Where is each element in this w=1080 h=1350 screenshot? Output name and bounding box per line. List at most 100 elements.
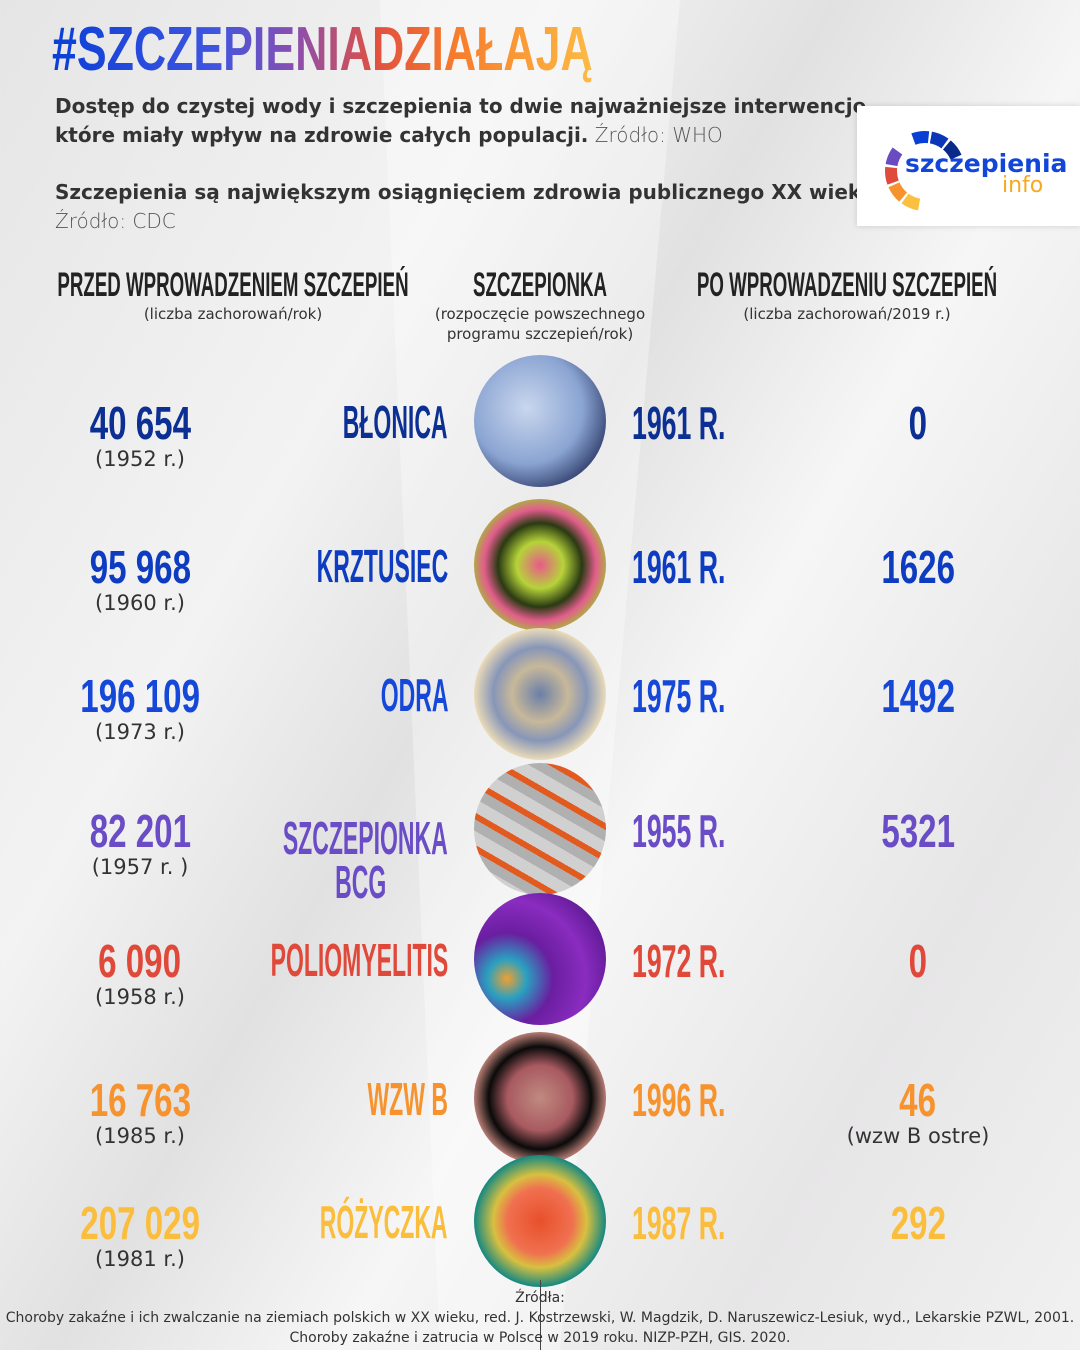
cases-before-value: 40 654 [89, 397, 191, 449]
bacteria-pink-green-image [474, 499, 606, 631]
vaccine-year-value: 1961 R. [632, 397, 726, 449]
logo-segment [885, 147, 903, 167]
cases-after-value: 5321 [881, 805, 955, 857]
source-cdc: Źródło: CDC [55, 209, 176, 233]
cases-after-value: 0 [908, 397, 928, 449]
bacteria-tb-image [474, 763, 606, 895]
logo-word: szczepienia [905, 149, 1068, 178]
cases-after-value: 1626 [881, 541, 955, 593]
cases-before-year: (1981 r.) [95, 1247, 185, 1271]
vaccine-year-value: 1955 R. [632, 805, 726, 857]
logo-word: info [1002, 173, 1044, 198]
cases-before: 82 201 (1957 r. ) [40, 808, 240, 880]
header-subtitle: programu szczepień/rok) [446, 325, 634, 343]
cases-before: 207 029 (1981 r.) [40, 1200, 240, 1272]
cases-after-value: 0 [908, 935, 928, 987]
header-before: PRZED WPROWADZENIEM SZCZEPIEŃ (liczba za… [0, 266, 583, 324]
source-item: Choroby zakaźne i ich zwalczanie na ziem… [5, 1310, 1075, 1326]
cases-before-year: (1958 r.) [95, 985, 185, 1009]
disease-name: BŁONICA [238, 396, 448, 448]
szczepienia-info-logo[interactable]: szczepienia info [857, 106, 1080, 226]
disease-label: WZW B [367, 1073, 448, 1125]
vaccine-year: 1996 R. [632, 1077, 793, 1123]
intro-line: które miały wpływ na zdrowie całych popu… [55, 123, 589, 147]
cases-before: 40 654 (1952 r.) [40, 400, 240, 472]
vaccine-year: 1961 R. [632, 544, 793, 590]
header-title: SZCZEPIONKA [472, 266, 608, 304]
cases-after: 292 [818, 1200, 1018, 1246]
virus-rubella-image [474, 1155, 606, 1287]
cases-before-year: (1973 r.) [95, 720, 185, 744]
disease-name: SZCZEPIONKA BCG [118, 812, 448, 908]
header-after: PO WPROWADZENIU SZCZEPIEŃ (liczba zachor… [497, 266, 1080, 324]
header-subtitle: (rozpoczęcie powszechnego [434, 305, 646, 323]
cases-before-value: 82 201 [89, 805, 191, 857]
vaccine-year-value: 1996 R. [632, 1074, 726, 1126]
cases-before-year: (1957 r. ) [91, 855, 189, 879]
cases-before-value: 95 968 [89, 541, 191, 593]
cases-before-year: (1960 r.) [95, 591, 185, 615]
logo-segment [901, 193, 921, 211]
disease-label: KRZTUSIEC [316, 540, 448, 592]
logo-segment [911, 131, 930, 145]
cases-before-value: 6 090 [98, 935, 182, 987]
sources-label: Źródła: [515, 1290, 565, 1306]
disease-label: POLIOMYELITIS [270, 934, 448, 986]
disease-label: RÓŻYCZKA [320, 1196, 448, 1248]
vaccine-year-value: 1972 R. [632, 935, 726, 987]
cases-before: 16 763 (1985 r.) [40, 1077, 240, 1149]
cases-before-value: 207 029 [80, 1197, 200, 1249]
cases-after-value: 46 [899, 1074, 937, 1126]
vaccine-year: 1955 R. [632, 808, 793, 854]
cases-before-value: 16 763 [89, 1074, 191, 1126]
cases-before-value: 196 109 [80, 670, 200, 722]
disease-label: BŁONICA [343, 396, 448, 448]
vaccine-year-value: 1961 R. [632, 541, 726, 593]
virus-measles-image [474, 628, 606, 760]
header-subtitle: (liczba zachorowań/2019 r.) [743, 305, 951, 323]
disease-name: WZW B [287, 1073, 448, 1125]
source-item: Choroby zakaźne i zatrucia w Polsce w 20… [289, 1330, 791, 1346]
cases-after: 1492 [818, 673, 1018, 719]
virus-polio-image [474, 893, 606, 1025]
vaccine-year-value: 1975 R. [632, 670, 726, 722]
cases-after-note: (wzw B ostre) [846, 1124, 990, 1148]
intro-line: Szczepienia są największym osiągnięciem … [55, 180, 884, 204]
disease-label: SZCZEPIONKA [283, 812, 448, 864]
disease-name: POLIOMYELITIS [93, 934, 448, 986]
bacteria-blue-image [474, 355, 606, 487]
footer-sources: Źródła: Choroby zakaźne i ich zwalczanie… [0, 1288, 1080, 1348]
virus-hepb-image [474, 1032, 606, 1164]
vaccine-year: 1961 R. [632, 400, 793, 446]
cases-after-value: 1492 [881, 670, 955, 722]
logo-ring-icon [885, 131, 962, 211]
logo-segment [885, 166, 899, 185]
vaccine-year-value: 1987 R. [632, 1197, 726, 1249]
cases-after: 0 [818, 938, 1018, 984]
header-title: PO WPROWADZENIU SZCZEPIEŃ [696, 266, 998, 304]
disease-label: ODRA [380, 669, 448, 721]
page-title: #SZCZEPIENIADZIAŁAJĄ [52, 15, 593, 84]
disease-name: ODRA [313, 669, 448, 721]
vaccine-year: 1972 R. [632, 938, 793, 984]
cases-before-year: (1985 r.) [95, 1124, 185, 1148]
cases-before: 6 090 (1958 r.) [40, 938, 240, 1010]
logo-segment [929, 131, 949, 149]
cases-before: 196 109 (1973 r.) [40, 673, 240, 745]
vaccine-year: 1987 R. [632, 1200, 793, 1246]
cases-before: 95 968 (1960 r.) [40, 544, 240, 616]
cases-after: 0 [818, 400, 1018, 446]
cases-after: 1626 [818, 544, 1018, 590]
intro-cdc: Szczepienia są największym osiągnięciem … [55, 178, 883, 236]
header-vaccine: SZCZEPIONKA (rozpoczęcie powszechnego pr… [190, 266, 890, 344]
vaccine-year: 1975 R. [632, 673, 793, 719]
logo-segment [942, 140, 962, 160]
source-who: Źródło: WHO [594, 123, 723, 147]
header-subtitle: (liczba zachorowań/rok) [143, 305, 323, 323]
intro-who: Dostęp do czystej wody i szczepienia to … [55, 92, 874, 150]
header-title: PRZED WPROWADZENIEM SZCZEPIEŃ [57, 266, 409, 304]
logo-segment [888, 182, 908, 202]
cases-after-value: 292 [890, 1197, 946, 1249]
divider-line [540, 1280, 541, 1350]
disease-label-2: BCG [334, 856, 386, 908]
